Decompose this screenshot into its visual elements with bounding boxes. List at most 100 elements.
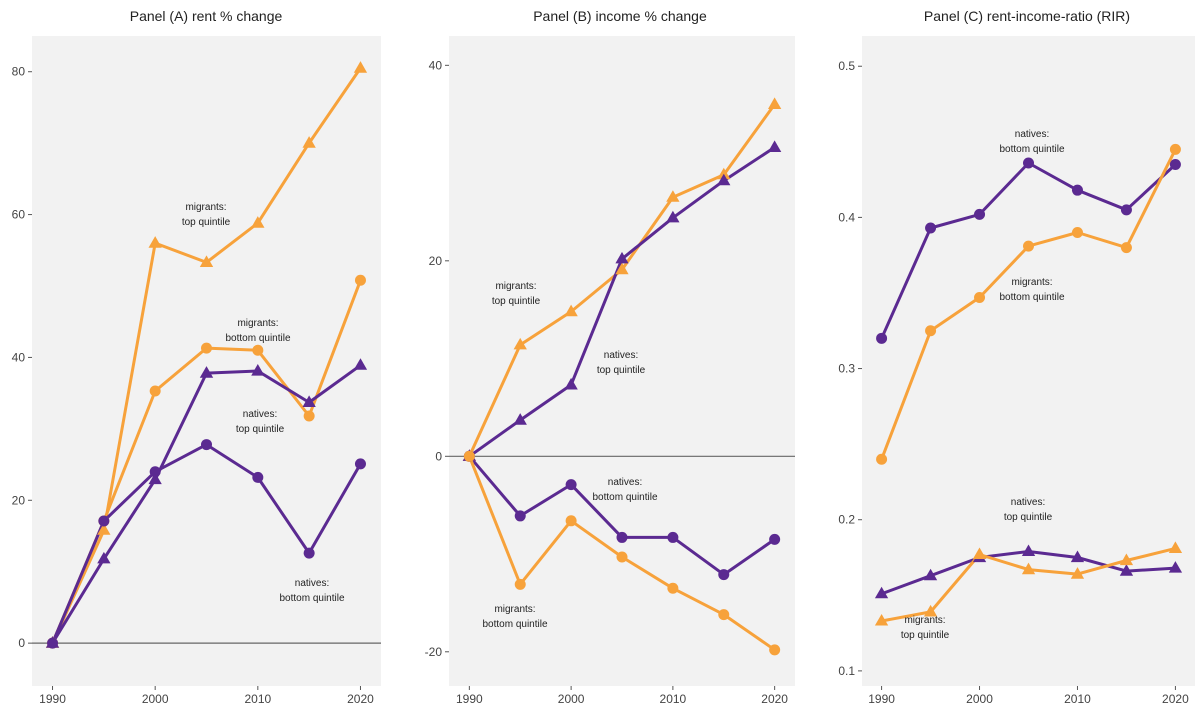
- x-tick-label: 2010: [244, 692, 271, 706]
- chart-title: Panel (B) income % change: [533, 8, 707, 24]
- x-tick-label: 2020: [761, 692, 788, 706]
- y-tick-label: 40: [12, 350, 26, 364]
- data-point-triangle: [923, 568, 938, 581]
- plot-background: [32, 36, 381, 686]
- data-point-triangle: [97, 551, 111, 564]
- annotation-line: migrants:: [185, 202, 226, 213]
- annotation-line: top quintile: [1004, 512, 1053, 523]
- annotation-line: bottom quintile: [999, 292, 1064, 303]
- x-tick-label: 2010: [1064, 692, 1091, 706]
- data-point-triangle: [1168, 541, 1183, 553]
- data-point-circle: [718, 569, 730, 581]
- y-tick-label: 0.1: [838, 664, 855, 678]
- data-point-circle: [303, 547, 315, 559]
- x-tick-label: 1990: [456, 692, 483, 706]
- data-point-triangle: [148, 472, 162, 485]
- data-point-circle: [1120, 204, 1132, 216]
- data-point-circle: [252, 471, 264, 483]
- data-point-circle: [354, 274, 366, 286]
- annotation-line: natives:: [1011, 497, 1045, 508]
- data-point-circle: [1169, 158, 1181, 170]
- chart-title: Panel (A) rent % change: [130, 8, 283, 24]
- y-tick-label: 0: [18, 636, 25, 650]
- data-point-triangle: [564, 377, 578, 390]
- annotation-line: top quintile: [597, 365, 646, 376]
- annotation-line: natives:: [243, 409, 277, 420]
- data-point-triangle: [251, 364, 265, 376]
- annotation-line: bottom quintile: [482, 619, 547, 630]
- data-point-circle: [565, 479, 577, 491]
- series-annotation: migrants: bottom quintile: [225, 318, 290, 344]
- x-tick-label: 2020: [1162, 692, 1189, 706]
- y-tick-label: -20: [425, 645, 443, 659]
- y-tick-label: 0.4: [838, 210, 855, 224]
- series-annotation: migrants: bottom quintile: [999, 277, 1064, 303]
- data-point-triangle: [874, 586, 889, 599]
- annotation-line: top quintile: [901, 630, 950, 641]
- data-point-triangle: [1168, 561, 1183, 573]
- data-point-circle: [769, 533, 781, 545]
- data-point-circle: [974, 208, 986, 220]
- series-annotation: migrants: bottom quintile: [482, 604, 547, 630]
- annotation-line: natives:: [608, 477, 642, 488]
- y-tick-label: 0.2: [838, 513, 855, 527]
- annotation-line: bottom quintile: [592, 492, 657, 503]
- chart-title: Panel (C) rent-income-ratio (RIR): [924, 8, 1130, 24]
- panel-3: Panel (C) rent-income-ratio (RIR) 0.1 0.2 0…: [838, 8, 1195, 706]
- data-point-circle: [354, 458, 366, 470]
- y-tick-label: 20: [429, 254, 443, 268]
- series-annotation: natives: top quintile: [1004, 497, 1053, 523]
- data-point-circle: [876, 453, 888, 465]
- data-point-circle: [201, 439, 212, 451]
- data-point-circle: [616, 551, 628, 563]
- annotation-line: migrants:: [495, 281, 536, 292]
- panel-1: Panel (A) rent % change 0 20 40 60 80 1990 2000…: [12, 8, 381, 706]
- series-annotation: migrants: top quintile: [901, 615, 950, 641]
- series-annotation: natives: bottom quintile: [999, 129, 1064, 155]
- annotation-line: top quintile: [182, 217, 231, 228]
- y-tick-label: 80: [12, 65, 26, 79]
- y-tick-label: 0.3: [838, 362, 855, 376]
- data-point-circle: [925, 222, 937, 234]
- data-point-triangle: [199, 366, 214, 378]
- data-point-circle: [876, 332, 888, 344]
- annotation-line: bottom quintile: [999, 144, 1064, 155]
- data-point-circle: [925, 325, 937, 337]
- data-point-triangle: [874, 614, 889, 626]
- annotation-line: top quintile: [236, 424, 285, 435]
- data-point-circle: [718, 609, 730, 621]
- y-tick-label: 0.5: [838, 59, 855, 73]
- data-point-triangle: [1119, 553, 1134, 566]
- x-tick-label: 1990: [39, 692, 66, 706]
- data-point-circle: [974, 292, 986, 304]
- data-point-circle: [463, 450, 475, 462]
- data-point-triangle: [148, 236, 162, 248]
- data-point-triangle: [768, 97, 782, 109]
- data-point-triangle: [768, 140, 782, 152]
- x-tick-label: 2000: [142, 692, 169, 706]
- annotation-line: natives:: [604, 350, 638, 361]
- data-point-triangle: [615, 251, 629, 264]
- data-point-triangle: [353, 61, 368, 73]
- annotation-line: migrants:: [494, 604, 535, 615]
- data-point-circle: [565, 515, 577, 527]
- data-point-triangle: [1021, 544, 1036, 556]
- annotation-line: migrants:: [904, 615, 945, 626]
- data-point-triangle: [972, 547, 987, 559]
- x-tick-label: 2010: [660, 692, 687, 706]
- data-point-circle: [201, 342, 212, 354]
- data-point-triangle: [513, 413, 527, 425]
- data-point-triangle: [666, 190, 680, 202]
- data-point-triangle: [1070, 550, 1085, 563]
- data-point-circle: [98, 515, 110, 527]
- data-point-triangle: [717, 167, 731, 180]
- data-point-circle: [769, 644, 781, 656]
- series-annotation: natives: top quintile: [597, 350, 646, 376]
- data-point-circle: [252, 344, 264, 356]
- data-point-triangle: [615, 262, 629, 275]
- data-point-circle: [1071, 227, 1083, 239]
- plot-background: [449, 36, 795, 686]
- panel-2: Panel (B) income % change -20 0 20 40 1990 200…: [425, 8, 795, 706]
- y-tick-label: 40: [429, 58, 443, 72]
- data-point-circle: [1071, 184, 1083, 196]
